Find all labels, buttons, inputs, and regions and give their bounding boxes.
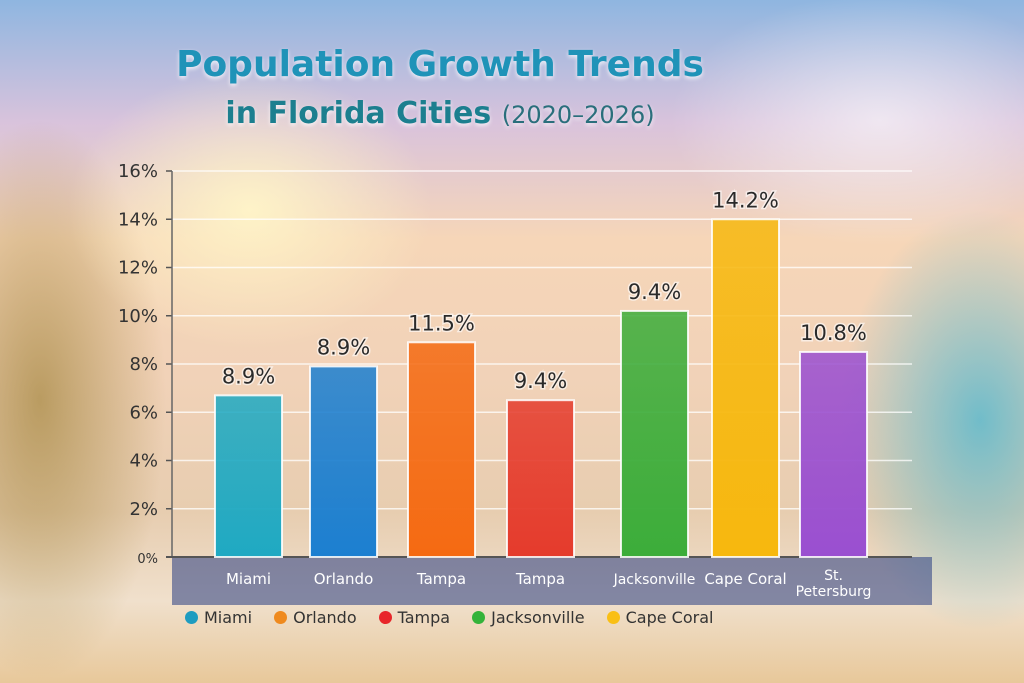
legend: Miami Orlando Tampa Jacksonville Cape Coral (185, 608, 713, 627)
label-line: Petersburg (796, 584, 872, 600)
legend-label: Cape Coral (625, 608, 714, 627)
data-label: 8.9% (222, 364, 275, 388)
legend-item: Jacksonville (472, 608, 585, 627)
subtitle-text: in Florida Cities (225, 96, 492, 131)
x-tick-label: Cape Coral (704, 570, 786, 588)
data-label: 9.4% (514, 369, 567, 393)
bar-miami (214, 394, 283, 558)
y-tick-label: 10% (118, 306, 158, 327)
bar-tampa (407, 341, 476, 558)
y-tick-label: 12% (118, 258, 158, 279)
x-tick-label: Tampa (416, 570, 466, 588)
legend-label: Miami (204, 608, 253, 627)
y-tick-label: 14% (118, 209, 158, 230)
x-tick-label: Miami (226, 570, 271, 588)
bar-jacksonville (620, 309, 689, 558)
x-tick-label: Jacksonville (613, 572, 696, 588)
legend-swatch (185, 611, 198, 624)
x-tick-label: Tampa (515, 570, 565, 588)
chart-subtitle: in Florida Cities (2020–2026) (150, 96, 730, 131)
x-axis-band (172, 557, 932, 605)
x-tick-label: Orlando (314, 570, 374, 588)
data-label: 14.2% (712, 188, 779, 212)
y-tick-label: 6% (129, 402, 158, 423)
legend-label: Jacksonville (491, 608, 585, 627)
data-label: 8.9% (317, 335, 370, 359)
legend-item: Orlando (274, 608, 357, 627)
legend-item: Tampa (378, 608, 451, 627)
legend-label: Orlando (293, 608, 357, 627)
bar-tampa (506, 399, 575, 558)
legend-label: Tampa (397, 608, 451, 627)
y-tick-label: 4% (129, 451, 158, 472)
data-label: 9.4% (628, 280, 681, 304)
y-tick-label: 2% (129, 499, 158, 520)
label-line: St. (824, 568, 843, 584)
y-tick-label: 0% (137, 552, 158, 567)
subtitle-years: (2020–2026) (501, 101, 655, 129)
bar-cape-coral (711, 218, 780, 558)
legend-swatch (472, 611, 486, 624)
legend-item: Miami (185, 608, 252, 627)
legend-swatch (274, 611, 288, 624)
chart-title: Population Growth Trends (176, 44, 704, 85)
y-tick-label: 8% (129, 354, 158, 375)
legend-item: Cape Coral (606, 608, 714, 627)
x-tick-label: St. Petersburg (796, 568, 872, 600)
bar-orlando (309, 365, 378, 558)
bar-st-petersburg (799, 350, 868, 558)
legend-swatch (606, 611, 620, 624)
data-label: 10.8% (800, 321, 867, 345)
legend-swatch (378, 611, 392, 624)
y-tick-label: 16% (118, 161, 158, 182)
data-label: 11.5% (408, 311, 475, 335)
